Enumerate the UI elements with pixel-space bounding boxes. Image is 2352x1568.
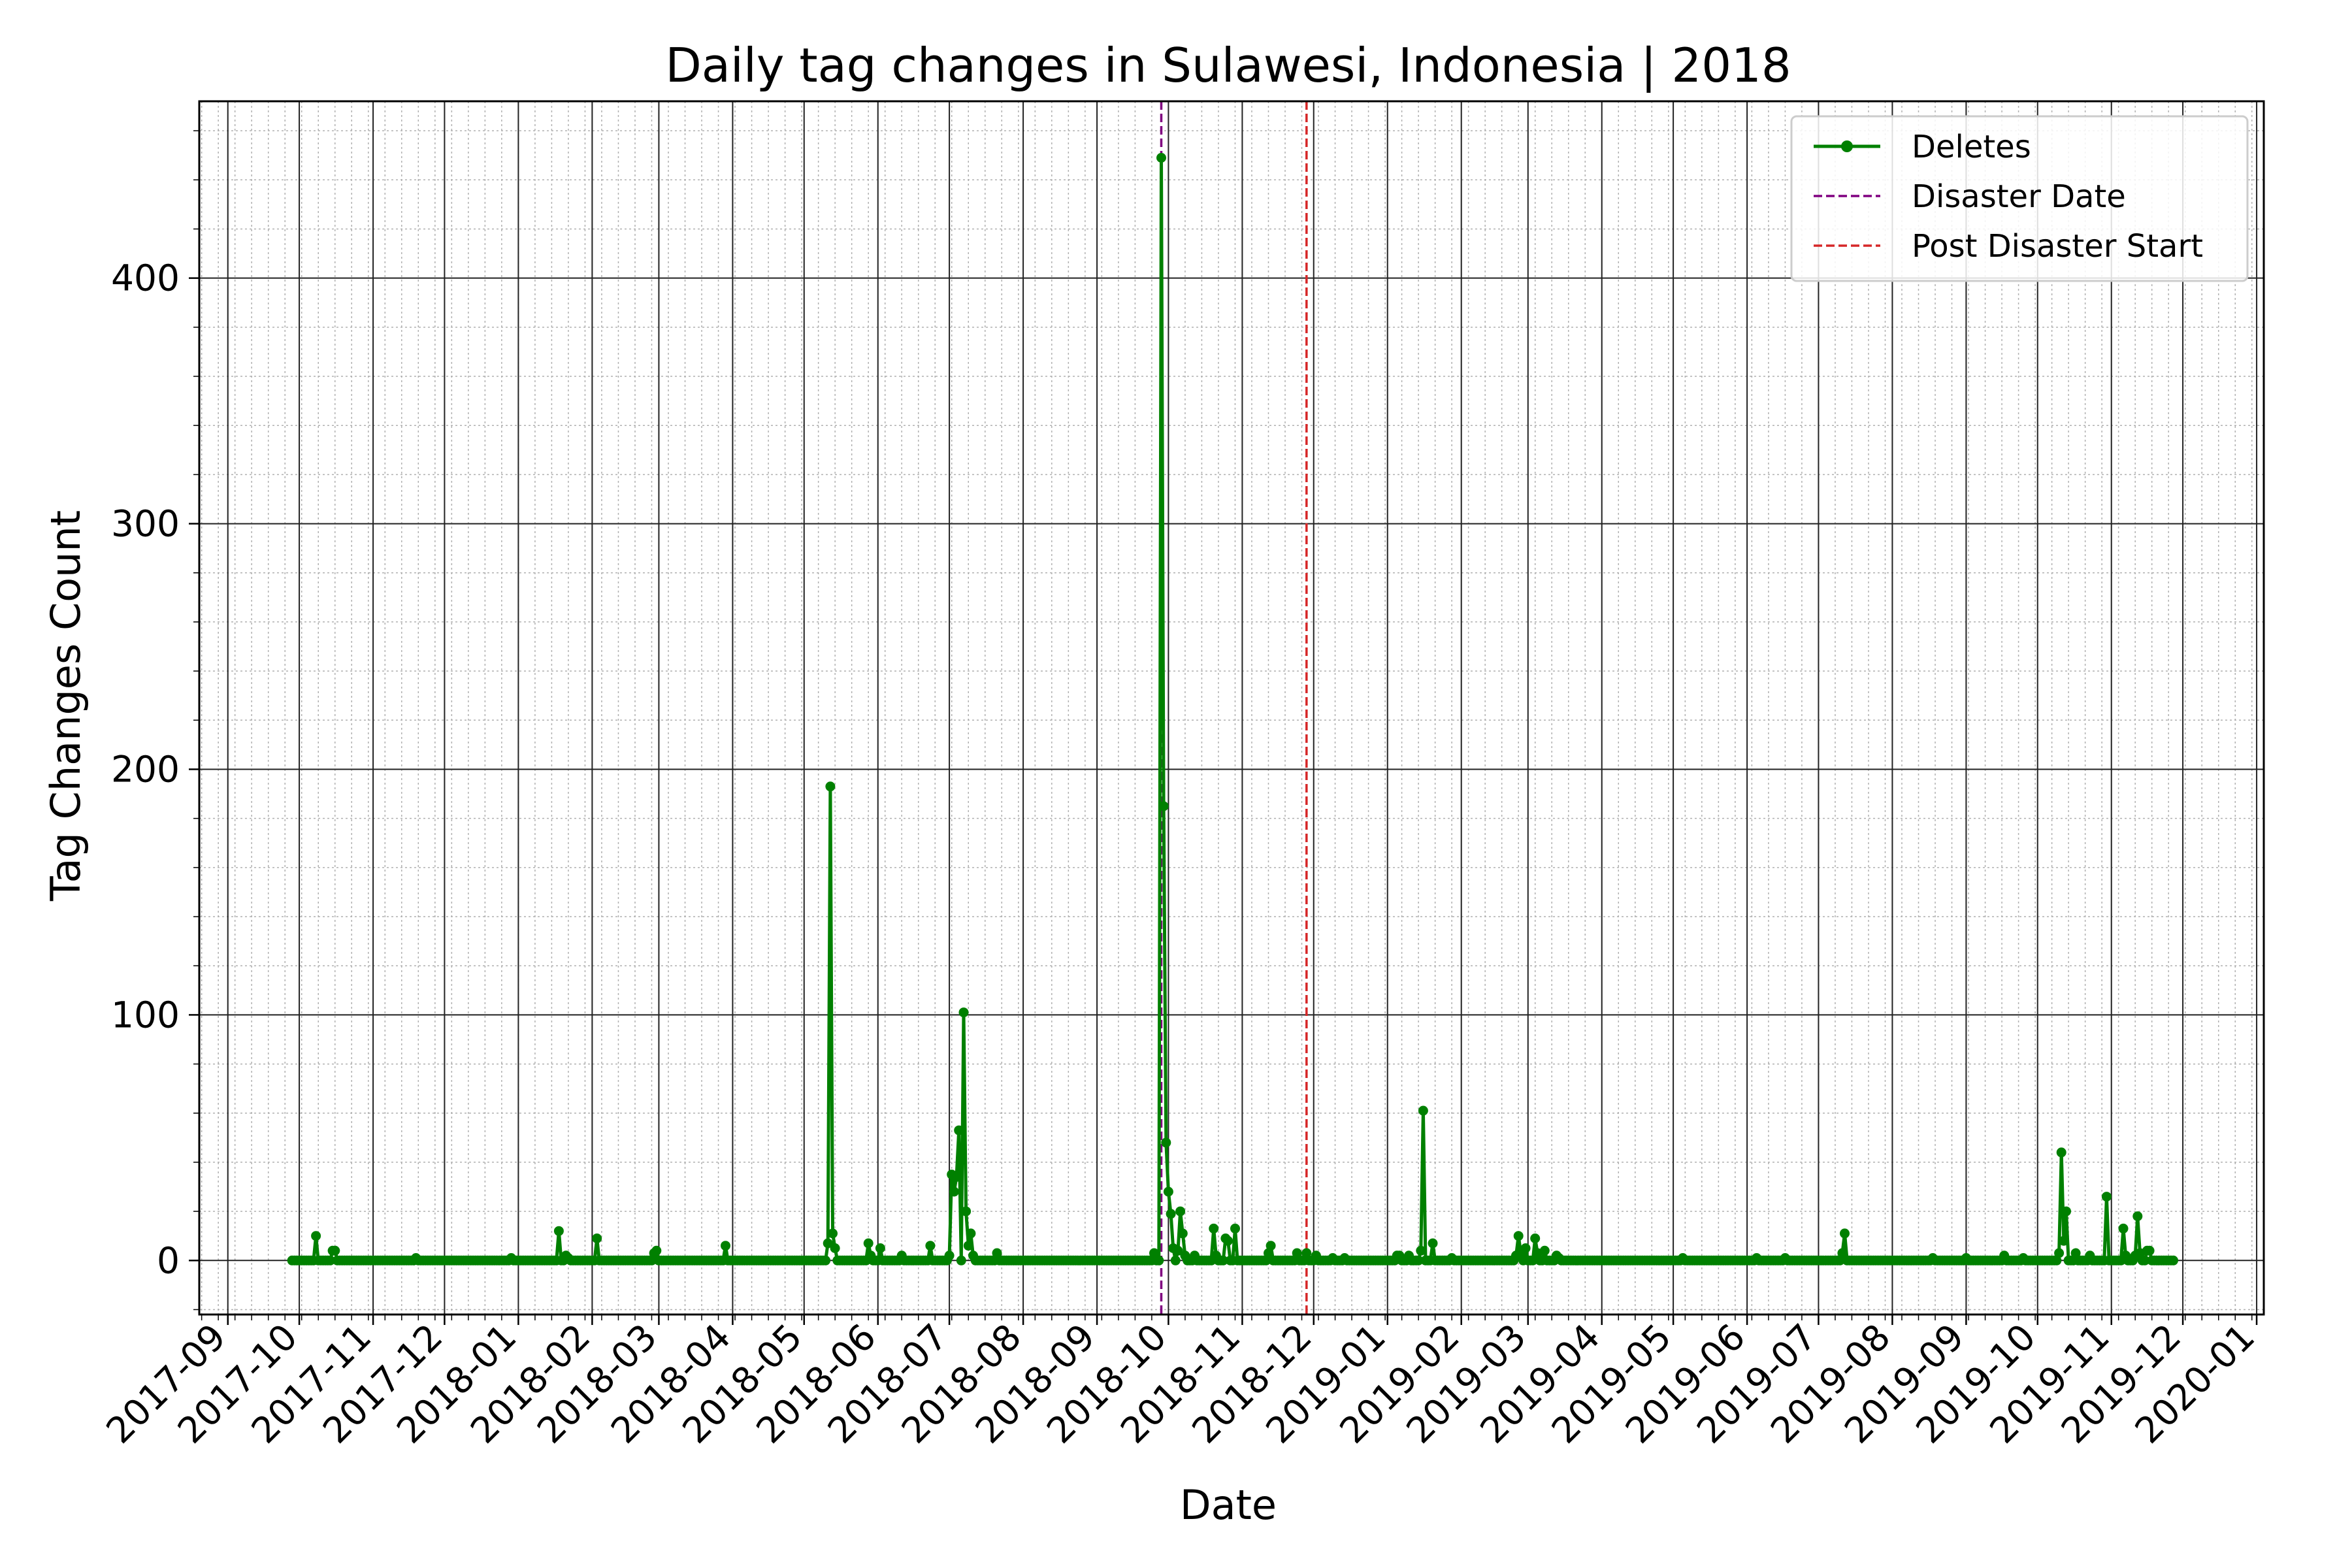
data-point	[961, 1206, 972, 1217]
legend-post-disaster-start-label: Post Disaster Start	[1912, 228, 2203, 265]
data-point	[1166, 1209, 1176, 1219]
data-point	[1261, 1255, 1271, 1266]
data-point	[825, 781, 836, 792]
data-point	[330, 1245, 340, 1256]
data-point	[949, 1186, 959, 1197]
axis-ticks	[189, 130, 2258, 1325]
data-point	[311, 1231, 321, 1241]
data-point	[2070, 1248, 2081, 1258]
y-tick-label: 400	[111, 257, 180, 299]
data-point	[2056, 1147, 2066, 1158]
data-point	[721, 1241, 730, 1251]
data-point	[966, 1228, 976, 1239]
data-point	[1416, 1245, 1426, 1256]
data-point	[1840, 1228, 1850, 1239]
data-point	[1428, 1238, 1438, 1249]
data-point	[2059, 1235, 2069, 1246]
data-point	[1835, 1255, 1845, 1266]
data-point	[1154, 1255, 1164, 1266]
x-axis-label: Date	[1180, 1481, 1277, 1529]
data-point	[828, 1228, 838, 1239]
data-point	[2051, 1255, 2062, 1266]
data-point	[1173, 1245, 1183, 1256]
data-point	[2144, 1245, 2155, 1256]
data-point	[1230, 1223, 1240, 1233]
data-point	[2054, 1248, 2065, 1258]
data-point	[1175, 1206, 1186, 1217]
data-point	[1264, 1248, 1273, 1258]
legend-deletes-label: Deletes	[1912, 129, 2031, 165]
data-point	[1539, 1245, 1550, 1256]
data-point	[992, 1248, 1002, 1258]
y-tick-label: 300	[111, 503, 180, 545]
data-point	[944, 1250, 955, 1261]
y-axis-label: Tag Changes Count	[42, 510, 90, 902]
data-point	[951, 1172, 962, 1182]
data-point	[1177, 1228, 1188, 1239]
data-point	[1149, 1248, 1159, 1258]
data-point	[1209, 1223, 1219, 1233]
data-point	[925, 1241, 936, 1251]
data-point	[1530, 1233, 1541, 1243]
data-point	[1170, 1255, 1181, 1266]
data-point	[1513, 1231, 1524, 1241]
data-point	[875, 1243, 885, 1253]
plot-area-frame	[198, 100, 2265, 1316]
data-point	[1301, 1248, 1312, 1258]
data-point	[592, 1233, 602, 1243]
y-tick-labels: 0 100 200 300 400	[111, 257, 180, 1282]
data-point	[1156, 153, 1166, 163]
y-tick-label: 200	[111, 748, 180, 790]
data-point	[863, 1238, 874, 1249]
data-point	[2061, 1206, 2071, 1217]
data-point	[1837, 1248, 1848, 1258]
y-tick-label: 0	[157, 1239, 180, 1281]
legend-disaster-date-label: Disaster Date	[1912, 178, 2126, 215]
data-point	[830, 1243, 840, 1253]
data-point	[1527, 1255, 1538, 1266]
data-point	[2140, 1255, 2150, 1266]
data-point	[1266, 1241, 1276, 1251]
data-point	[2118, 1223, 2129, 1233]
data-point	[1161, 1137, 1171, 1148]
series-layer	[287, 153, 2178, 1266]
major-grid	[199, 101, 2264, 1315]
data-point	[1520, 1243, 1531, 1253]
data-point	[958, 1007, 969, 1018]
data-point	[647, 1255, 657, 1266]
data-point	[2132, 1211, 2143, 1222]
data-point	[651, 1245, 662, 1256]
data-point	[1292, 1248, 1302, 1258]
data-point	[2101, 1192, 2112, 1202]
data-point	[1163, 1186, 1173, 1197]
data-point	[2168, 1255, 2178, 1266]
legend-box	[1790, 115, 2249, 282]
data-point	[954, 1125, 964, 1135]
data-point	[325, 1255, 335, 1266]
data-point	[963, 1241, 973, 1251]
legend: Deletes Disaster Date Post Disaster Star…	[1790, 115, 2249, 282]
data-point	[956, 1255, 966, 1266]
chart-title: Daily tag changes in Sulawesi, Indonesia…	[665, 38, 1791, 93]
data-point	[553, 1226, 564, 1236]
minor-grid	[199, 101, 2264, 1315]
data-point	[1223, 1235, 1233, 1246]
data-point	[821, 1255, 831, 1266]
y-tick-label: 100	[111, 994, 180, 1036]
legend-deletes-marker	[1841, 140, 1853, 152]
series-markers-deletes	[287, 153, 2178, 1266]
data-point	[1158, 801, 1169, 811]
data-point	[823, 1238, 833, 1249]
data-point	[1413, 1255, 1424, 1266]
data-point	[1218, 1255, 1228, 1266]
data-point	[1418, 1105, 1428, 1116]
